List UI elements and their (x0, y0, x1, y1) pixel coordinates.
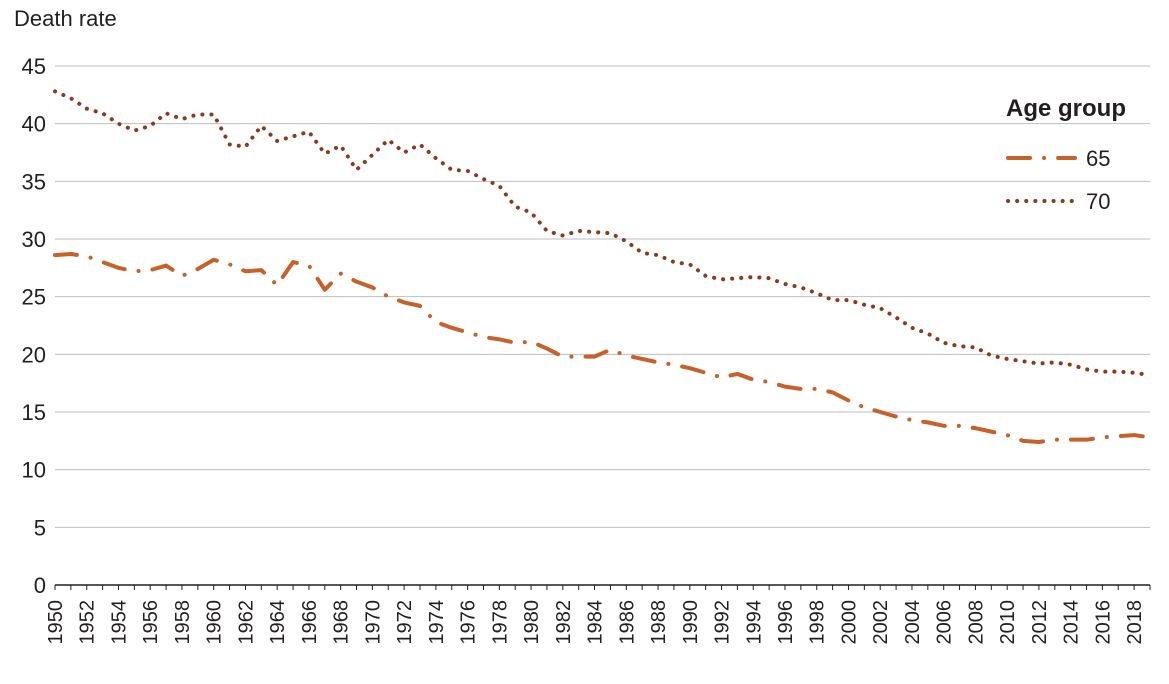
x-tick-label: 1960 (204, 600, 226, 645)
x-tick-label: 2012 (1029, 600, 1051, 645)
x-tick-label: 2014 (1061, 600, 1083, 645)
y-tick-label: 20 (22, 342, 46, 367)
x-tick-label: 1966 (299, 600, 321, 645)
legend-title: Age group (1006, 95, 1126, 122)
x-tick-label: 1992 (712, 600, 734, 645)
y-tick-label: 25 (22, 285, 46, 310)
y-tick-label: 35 (22, 169, 46, 194)
x-tick-label: 1954 (108, 600, 130, 645)
y-axis-label: Death rate (14, 6, 117, 31)
x-tick-label: 1964 (267, 600, 289, 645)
x-tick-label: 1972 (394, 600, 416, 645)
x-tick-label: 1970 (362, 600, 384, 645)
x-tick-label: 1974 (426, 600, 448, 645)
y-tick-label: 30 (22, 227, 46, 252)
y-tick-label: 45 (22, 54, 46, 79)
x-tick-label: 1984 (585, 600, 607, 645)
x-tick-label: 1994 (743, 600, 765, 645)
x-tick-label: 2004 (902, 600, 924, 645)
x-tick-label: 2008 (965, 600, 987, 645)
x-tick-label: 1962 (235, 600, 257, 645)
y-tick-label: 40 (22, 112, 46, 137)
x-tick-label: 1958 (172, 600, 194, 645)
legend-label-70: 70 (1086, 189, 1110, 214)
x-tick-label: 1968 (331, 600, 353, 645)
series-line-65 (53, 251, 1152, 444)
x-tick-label: 1988 (648, 600, 670, 645)
gridlines (55, 65, 1150, 528)
x-tick-label: 2000 (838, 600, 860, 645)
y-tick-label: 15 (22, 400, 46, 425)
x-tick-label: 1982 (553, 600, 575, 645)
x-tick-label: 1956 (140, 600, 162, 645)
x-tick-label: 1990 (680, 600, 702, 645)
x-tick-label: 1986 (616, 600, 638, 645)
x-tick-label: 1978 (489, 600, 511, 645)
x-tick-label: 2006 (934, 600, 956, 645)
axes: 0 5 10 15 20 25 30 35 40 45 1950 1952 1954 1956 1958 19… (22, 54, 1151, 645)
x-tick-label: 2016 (1092, 600, 1114, 645)
x-tick-label: 1996 (775, 600, 797, 645)
x-tick-label: 1950 (45, 600, 67, 645)
series-lines (53, 89, 1152, 444)
x-tick-label: 1998 (807, 600, 829, 645)
y-tick-label: 5 (34, 515, 46, 540)
series-line-70 (53, 89, 1152, 378)
x-tick-label: 2002 (870, 600, 892, 645)
x-tick-label: 1976 (458, 600, 480, 645)
x-tick-label: 2018 (1124, 600, 1146, 645)
x-tick-label: 1952 (77, 600, 99, 645)
legend: Age group 65 70 (1006, 95, 1126, 214)
y-tick-label: 10 (22, 458, 46, 483)
legend-label-65: 65 (1086, 146, 1110, 171)
x-tick-label: 2010 (997, 600, 1019, 645)
x-tick-label: 1980 (521, 600, 543, 645)
y-tick-label: 0 (34, 573, 46, 598)
